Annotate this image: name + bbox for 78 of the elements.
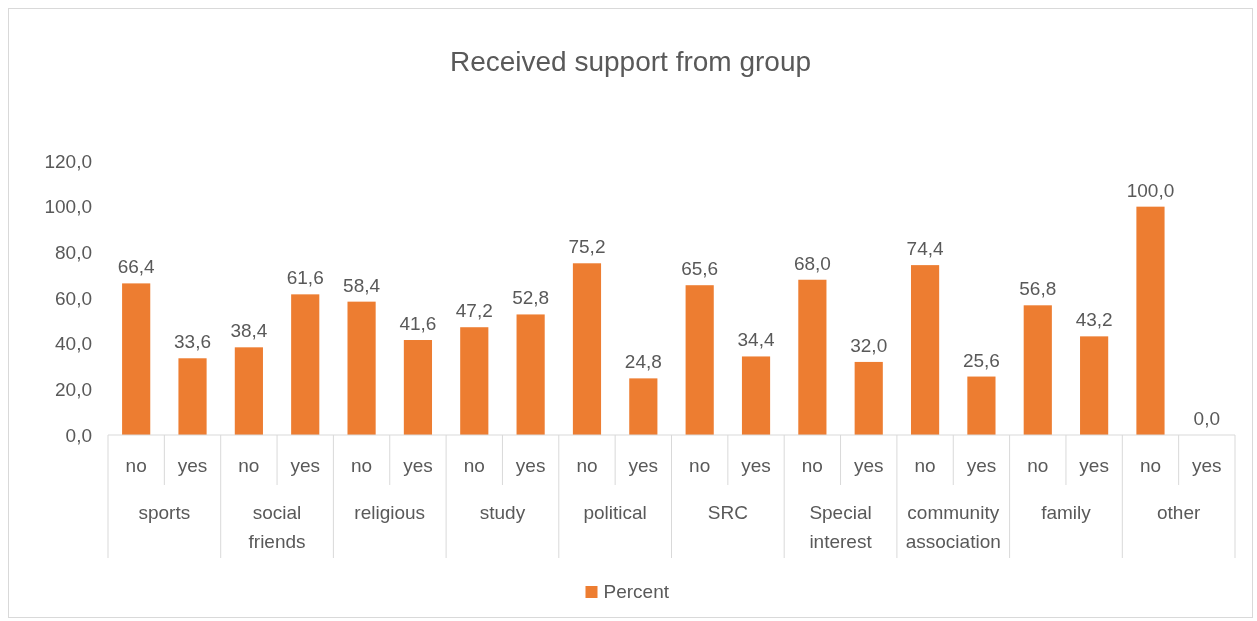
text: religious [354, 502, 426, 523]
y-tick-label: 20,0 [55, 378, 92, 400]
bar [178, 358, 207, 435]
text: study [479, 502, 526, 523]
bar [460, 327, 489, 435]
x-tick-label: yes [628, 455, 659, 476]
bar [572, 263, 602, 435]
text: Special interest [809, 502, 873, 552]
text: sports [138, 502, 191, 523]
data-label: 47,2 [455, 300, 493, 322]
bar [1023, 305, 1052, 435]
data-label: 65,6 [681, 258, 719, 280]
x-tick-label: no [914, 455, 936, 476]
data-label: 74,4 [906, 238, 944, 260]
x-tick-label: no [576, 455, 598, 476]
text: SRC [707, 502, 748, 523]
data-label: 56,8 [1019, 278, 1057, 300]
data-label: 24,8 [624, 351, 662, 373]
x-tick-label: no [801, 455, 823, 476]
data-label: 100,0 [1126, 179, 1175, 201]
bar [234, 347, 263, 435]
bar [910, 265, 940, 435]
bar [685, 285, 714, 435]
bar [291, 294, 320, 435]
data-label: 43,2 [1075, 309, 1113, 331]
bar [967, 376, 996, 435]
x-tick-label: no [1027, 455, 1049, 476]
data-label: 32,0 [850, 334, 888, 356]
x-tick-label: yes [403, 455, 433, 476]
text: other [1156, 502, 1201, 523]
y-tick-label: 100,0 [44, 196, 92, 218]
data-label: 25,6 [962, 349, 1000, 371]
x-tick-label: yes [741, 455, 771, 476]
x-tick-label: yes [290, 455, 321, 476]
x-tick-label: no [1139, 455, 1162, 476]
bar [347, 301, 376, 435]
x-tick-label: no [351, 455, 373, 476]
data-label: 41,6 [399, 313, 437, 335]
chart-title: Received support from group [449, 46, 812, 77]
y-tick-label: 40,0 [55, 333, 92, 355]
data-label: 33,6 [174, 331, 212, 353]
text: political [583, 502, 647, 523]
y-tick-label: 80,0 [55, 241, 92, 263]
data-label: 66,4 [117, 256, 156, 278]
data-label: 0,0 [1193, 408, 1221, 429]
x-tick-label: no [463, 455, 485, 476]
text: community association [905, 502, 1001, 552]
bar [798, 279, 827, 435]
x-tick-label: yes [1079, 455, 1109, 476]
x-tick-label: no [238, 455, 260, 476]
bar [629, 378, 658, 435]
data-label: 34,4 [737, 329, 775, 351]
data-label: 38,4 [230, 320, 268, 342]
data-label: 75,2 [568, 236, 606, 258]
data-label: 68,0 [793, 252, 831, 274]
x-tick-label: yes [177, 455, 208, 476]
bar [403, 340, 433, 435]
data-label: 52,8 [512, 287, 550, 309]
bar [1136, 206, 1165, 435]
y-tick-label: 120,0 [44, 150, 92, 172]
y-tick-label: 0,0 [65, 424, 92, 446]
x-tick-label: no [689, 455, 711, 476]
bar [516, 314, 545, 435]
x-tick-label: yes [853, 455, 884, 476]
x-tick-label: yes [966, 455, 997, 476]
x-tick-label: yes [515, 455, 546, 476]
text: family [1041, 502, 1092, 523]
data-label: 58,4 [343, 274, 381, 296]
bar [122, 283, 151, 435]
data-label: 61,6 [286, 267, 324, 289]
bar [741, 356, 771, 435]
y-tick-label: 60,0 [55, 287, 92, 309]
legend-label: Percent [603, 581, 670, 602]
bar [854, 361, 883, 435]
x-tick-label: yes [1192, 455, 1222, 476]
bar [1080, 336, 1109, 435]
x-tick-label: no [125, 455, 147, 476]
text: social friends [248, 502, 306, 552]
